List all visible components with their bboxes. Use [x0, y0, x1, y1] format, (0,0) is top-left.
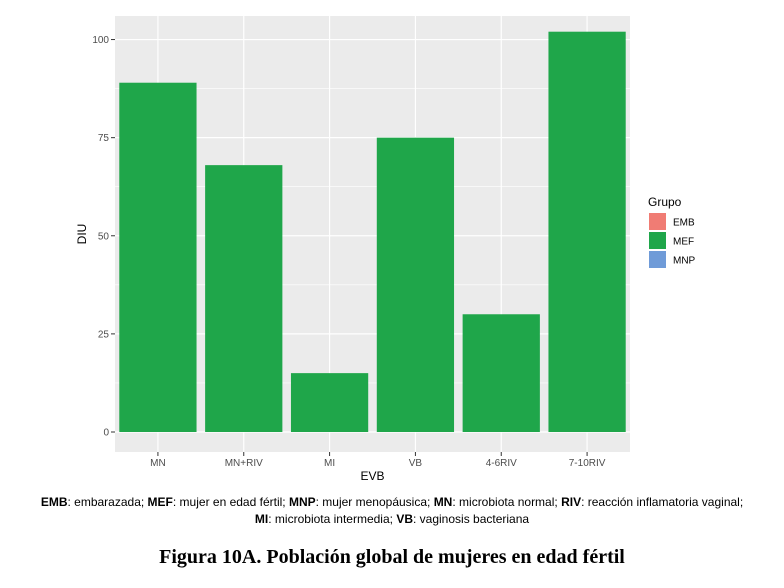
- bar-mn: [119, 82, 197, 432]
- caption-abbreviation: VB: [396, 512, 413, 526]
- bar-4-6riv: [462, 314, 540, 432]
- bar-chart: 0 25 50 75 100 MN MN+RIV MI VB 4-6RIV 7-10RIV DIU…: [75, 16, 696, 483]
- bar-vb: [376, 137, 455, 432]
- caption-abbreviation: MEF: [147, 495, 173, 509]
- caption-abbreviation: MNP: [288, 495, 316, 509]
- legend-label-mef: MEF: [673, 237, 694, 248]
- bar-mi: [290, 373, 369, 432]
- x-axis-title: EVB: [360, 469, 384, 483]
- legend-label-mnp: MNP: [673, 256, 696, 267]
- y-tick-label: 0: [103, 428, 109, 439]
- x-tick-label: MN+RIV: [225, 458, 263, 469]
- x-tick-label: VB: [409, 458, 423, 469]
- caption-definition: : mujer en edad fértil;: [172, 495, 289, 509]
- caption-abbreviation: MN: [433, 495, 453, 509]
- caption-abbreviation: EMB: [40, 495, 68, 509]
- y-tick-label: 25: [98, 329, 110, 340]
- y-tick-label: 50: [98, 231, 110, 242]
- x-tick-label: MN: [150, 458, 166, 469]
- bar-mn-riv: [205, 165, 283, 432]
- x-tick-label: MI: [324, 458, 335, 469]
- caption-abbreviation: RIV: [561, 495, 582, 509]
- y-axis-title: DIU: [75, 224, 89, 245]
- bar-7-10riv: [548, 31, 626, 432]
- x-tick-label: 7-10RIV: [569, 458, 606, 469]
- caption-definition: : microbiota normal;: [452, 495, 562, 509]
- legend-title: Grupo: [648, 195, 682, 209]
- caption-line-1: EMB: embarazada; MEF: mujer en edad fért…: [0, 494, 784, 511]
- caption-abbreviation: MI: [254, 512, 269, 526]
- x-axis: MN MN+RIV MI VB 4-6RIV 7-10RIV: [150, 452, 606, 469]
- x-tick-label: 4-6RIV: [486, 458, 517, 469]
- y-tick-label: 75: [98, 133, 110, 144]
- caption-definition: : embarazada;: [67, 495, 148, 509]
- caption-definition: : vaginosis bacteriana: [413, 512, 530, 526]
- legend-label-emb: EMB: [673, 218, 695, 229]
- legend: Grupo EMB MEF MNP: [648, 195, 696, 268]
- legend-swatch-emb: [649, 213, 666, 230]
- caption-definition: : mujer menopáusica;: [315, 495, 434, 509]
- y-axis: 0 25 50 75 100: [92, 35, 115, 439]
- caption-line-2: MI: microbiota intermedia; VB: vaginosis…: [0, 511, 784, 528]
- y-tick-label: 100: [92, 35, 109, 46]
- caption-definition: : microbiota intermedia;: [268, 512, 397, 526]
- caption-definition: : reacción inflamatoria vaginal;: [581, 495, 744, 509]
- legend-swatch-mnp: [649, 251, 666, 268]
- figure-title: Figura 10A. Población global de mujeres …: [159, 546, 625, 568]
- legend-swatch-mef: [649, 232, 666, 249]
- bars: [119, 31, 626, 432]
